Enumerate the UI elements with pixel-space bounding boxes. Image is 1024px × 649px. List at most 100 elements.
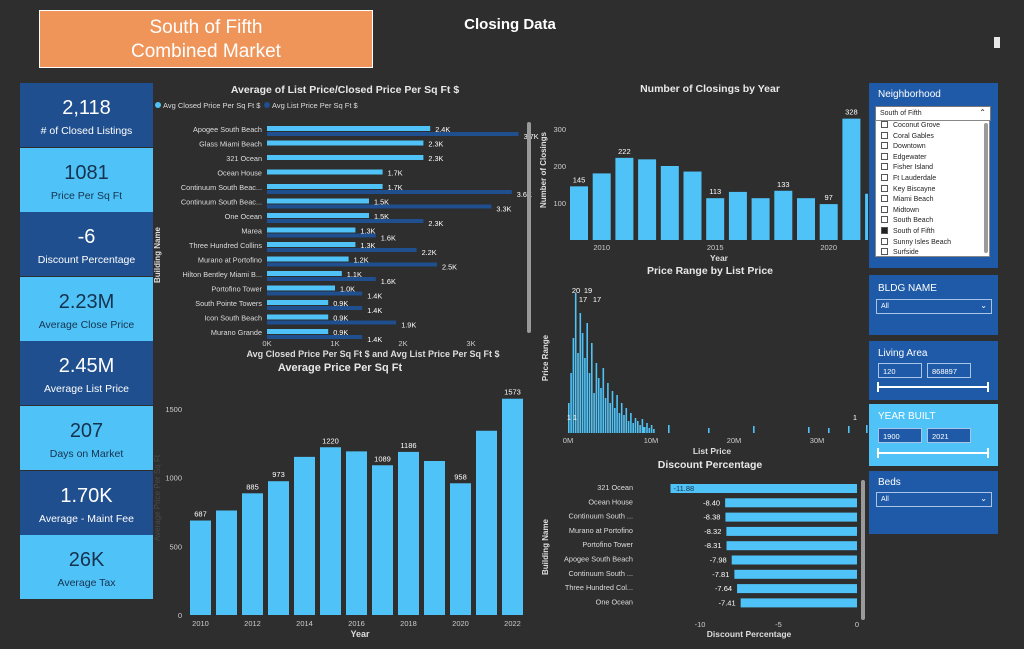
- kpi-card: 1081 Price Per Sq Ft: [20, 147, 153, 212]
- kpi-column: 2,118 # of Closed Listings 1081 Price Per S…: [20, 83, 153, 600]
- year-bar: [615, 157, 634, 240]
- x-tick-label: 1K: [330, 339, 339, 348]
- year-bar: [819, 204, 838, 240]
- year-built-max-handle[interactable]: [987, 448, 989, 458]
- x-tick-label: 2010: [192, 619, 209, 628]
- checkbox-icon[interactable]: [881, 131, 888, 139]
- living-area-max-input[interactable]: 868897: [927, 363, 971, 378]
- category-label: Glass Miami Beach: [199, 140, 262, 149]
- checkbox-icon[interactable]: [881, 121, 888, 128]
- x-tick-label: 2018: [400, 619, 417, 628]
- beds-dropdown[interactable]: All ⌄: [876, 492, 992, 507]
- checkbox-icon[interactable]: [881, 142, 888, 150]
- beds-value: All: [881, 496, 889, 503]
- discount-bar: [726, 526, 857, 536]
- neighborhood-option[interactable]: Coconut Grove: [876, 121, 989, 132]
- closed-data-label: 2.3K: [428, 154, 443, 163]
- checkbox-icon[interactable]: [881, 163, 888, 171]
- category-label: Ocean House: [588, 497, 633, 506]
- year-built-max-input[interactable]: 2021: [927, 428, 971, 443]
- checkbox-icon[interactable]: [881, 184, 888, 192]
- bldg-dropdown[interactable]: All ⌄: [876, 299, 992, 314]
- neighborhood-option-label: Coconut Grove: [893, 122, 941, 129]
- list-bar: [267, 204, 492, 209]
- price-range-bar: [611, 391, 614, 433]
- price-range-bar: [584, 358, 586, 433]
- neighborhood-dropdown[interactable]: South of Fifth ⌃: [875, 106, 991, 121]
- kpi-label: Days on Market: [49, 448, 124, 460]
- living-area-slider-track[interactable]: [877, 386, 989, 388]
- x-tick-label: 2K: [398, 339, 407, 348]
- price-range-bar: [634, 418, 637, 433]
- price-range-bar: [591, 343, 593, 433]
- year-bar: [294, 456, 315, 615]
- neighborhood-option[interactable]: South of Fifth: [876, 226, 989, 238]
- price-range-bar: [579, 313, 582, 433]
- bar-data-label: -8.38: [703, 513, 720, 522]
- neighborhood-option[interactable]: Coral Gables: [876, 131, 989, 143]
- x-tick-label: 3K: [466, 339, 475, 348]
- closings-by-year-chart: 1002003001452221131339732812520102015202…: [539, 108, 868, 263]
- bar-data-label: 20: [572, 286, 580, 295]
- category-label: Murano at Portofino: [198, 256, 262, 265]
- legend-closed-swatch: [155, 102, 161, 108]
- neighborhood-option[interactable]: Edgewater: [876, 152, 989, 164]
- checkbox-icon[interactable]: [881, 237, 888, 245]
- price-range-bar: [637, 421, 639, 433]
- price-range-bar: [607, 383, 609, 433]
- category-label: Continuum South ...: [569, 569, 634, 578]
- year-bar: [216, 510, 237, 615]
- x-tick-label: 2016: [348, 619, 365, 628]
- chart1-title: Average of List Price/Closed Price Per S…: [230, 84, 460, 96]
- neighborhood-option[interactable]: Ft Lauderdale: [876, 173, 989, 185]
- scrollbar[interactable]: [984, 123, 988, 253]
- market-title-card: South of Fifth Combined Market: [39, 10, 373, 68]
- neighborhood-slicer-title: Neighborhood: [878, 89, 941, 100]
- chevron-down-icon: ⌄: [980, 301, 987, 310]
- checkbox-icon[interactable]: [881, 195, 888, 203]
- year-bar: [372, 465, 393, 615]
- legend-list-label: Avg List Price Per Sq Ft $: [272, 101, 359, 110]
- checkbox-icon[interactable]: [881, 248, 888, 256]
- y-tick-label: 1500: [165, 405, 182, 414]
- x-tick-label: 0K: [262, 339, 271, 348]
- living-area-min-handle[interactable]: [877, 382, 879, 392]
- checkbox-icon[interactable]: [881, 152, 888, 160]
- discount-bar: [725, 512, 857, 522]
- price-range-bar: [639, 425, 641, 433]
- neighborhood-option[interactable]: Sunny Isles Beach: [876, 237, 989, 249]
- closed-bar: [267, 242, 356, 247]
- closed-bar: [267, 155, 424, 160]
- neighborhood-option[interactable]: Key Biscayne: [876, 184, 989, 196]
- focus-mode-icon[interactable]: [994, 37, 1000, 48]
- closed-bar: [267, 227, 356, 233]
- neighborhood-option[interactable]: Fisher Island: [876, 163, 989, 174]
- neighborhood-option[interactable]: Midtown: [876, 205, 989, 217]
- bar-data-label: 133: [777, 180, 790, 189]
- discount-bar: [737, 584, 857, 594]
- neighborhood-option[interactable]: South Beach: [876, 216, 989, 227]
- neighborhood-option[interactable]: Downtown: [876, 142, 989, 153]
- neighborhood-option[interactable]: Surfside: [876, 248, 989, 256]
- x-axis-label: Avg Closed Price Per Sq Ft $ and Avg Lis…: [246, 349, 499, 359]
- year-bar: [570, 186, 588, 240]
- neighborhood-option-label: Edgewater: [893, 153, 927, 161]
- title-line-2: Combined Market: [131, 41, 281, 62]
- year-built-slider-track[interactable]: [877, 452, 989, 454]
- year-built-min-input[interactable]: 1900: [878, 428, 922, 443]
- checkbox-icon[interactable]: [881, 205, 888, 213]
- discount-bar: [725, 498, 857, 508]
- checkbox-icon[interactable]: [881, 173, 888, 181]
- list-data-label: 1.9K: [401, 321, 416, 330]
- living-area-max-handle[interactable]: [987, 382, 989, 392]
- kpi-value: 1081: [64, 161, 109, 184]
- year-bar: [842, 118, 861, 240]
- x-tick-label: 10M: [644, 436, 659, 445]
- checkbox-icon[interactable]: [881, 216, 888, 224]
- checkbox-icon[interactable]: [881, 226, 888, 234]
- kpi-card: -6 Discount Percentage: [20, 212, 153, 277]
- living-area-min-input[interactable]: 120: [878, 363, 922, 378]
- list-bar: [267, 132, 519, 136]
- neighborhood-option[interactable]: Miami Beach: [876, 195, 989, 206]
- year-built-min-handle[interactable]: [877, 448, 879, 458]
